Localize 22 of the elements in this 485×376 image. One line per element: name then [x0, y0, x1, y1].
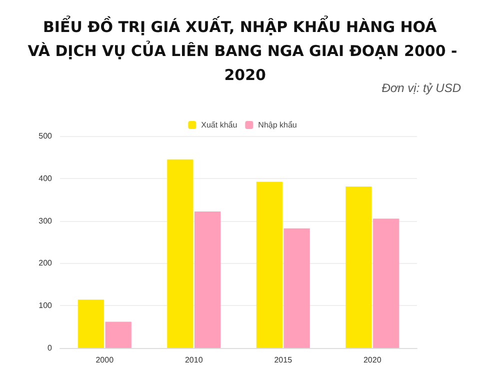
- bar: [105, 322, 132, 348]
- text: Đơn vị: tỷ USD: [382, 81, 462, 95]
- x-tick-label: 2000: [96, 356, 114, 364]
- bar: [284, 228, 310, 348]
- x-tick-label: 2010: [184, 356, 204, 364]
- y-tick-label: 200: [38, 258, 53, 268]
- legend-label: Xuất khẩu: [201, 120, 238, 130]
- y-tick-label: 400: [38, 174, 53, 183]
- bar: [373, 218, 400, 348]
- legend-label: Nhập khẩu: [258, 120, 297, 130]
- bar: [78, 300, 104, 348]
- y-tick-label: 300: [38, 216, 53, 226]
- y-tick-label: 500: [38, 132, 53, 140]
- y-tick-label: 0: [48, 344, 53, 352]
- x-tick-label: 2015: [274, 356, 293, 364]
- bar: [194, 211, 221, 348]
- chart-title: BIỂU ĐỒ TRỊ GIÁ XUẤT, NHẬP KHẨU HÀNG HOÁ VÀ DỊCH VỤ CỦA LIÊN BANG NGA GIAI ĐOẠN 2000 - 2020: [28, 15, 458, 84]
- x-tick-label: 2020: [363, 356, 382, 364]
- bar: [256, 182, 282, 348]
- y-tick-label: 100: [38, 301, 53, 310]
- bar: [167, 159, 194, 348]
- bar: [346, 186, 372, 348]
